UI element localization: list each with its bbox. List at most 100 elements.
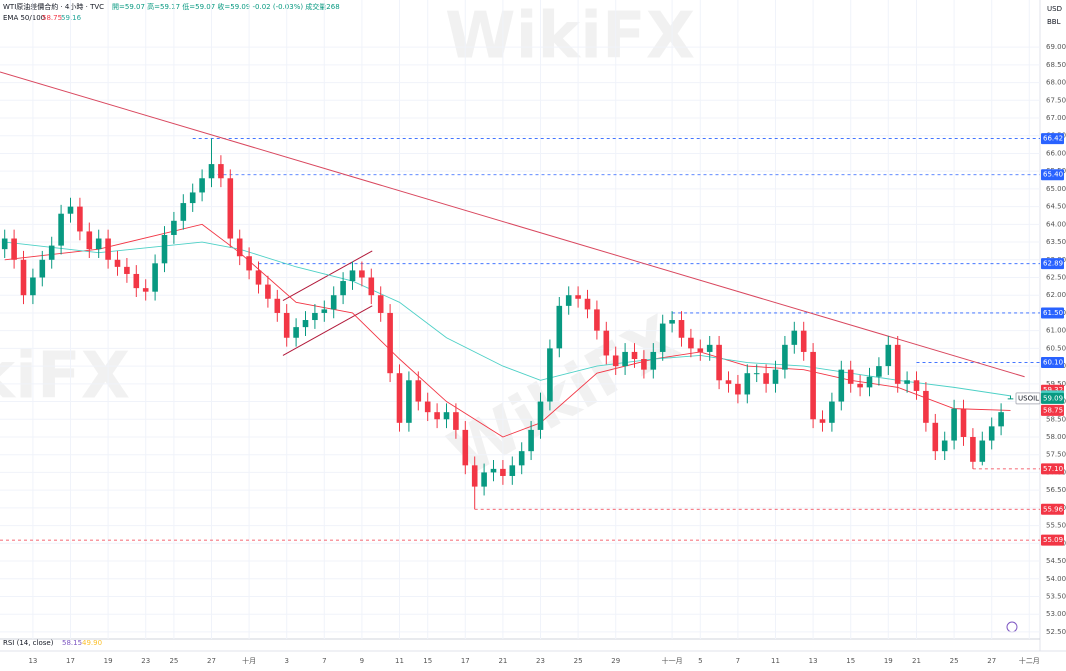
- candle-body: [537, 401, 544, 430]
- ohlc: 開=59.07 高=59.17 低=59.07 收=59.09 -0.02 (-…: [112, 2, 340, 11]
- candle-body: [105, 238, 111, 260]
- y-tick-label: 56.50: [1046, 486, 1066, 494]
- candle-body: [30, 277, 36, 296]
- y-tick-label: 63.50: [1046, 238, 1066, 246]
- candle-body: [979, 440, 986, 462]
- candle-body: [725, 380, 732, 384]
- candle-body: [20, 259, 27, 296]
- x-tick-label: 15: [423, 657, 432, 665]
- candle-body: [283, 312, 290, 338]
- candle-body: [39, 259, 46, 278]
- y-tick-label: 64.00: [1046, 220, 1066, 228]
- candle-body: [876, 366, 882, 377]
- y-tick-label: 54.50: [1046, 557, 1066, 565]
- candle-body: [349, 270, 356, 282]
- candle-body: [142, 288, 149, 292]
- candle-body: [189, 192, 196, 204]
- y-tick-label: 55.50: [1046, 522, 1066, 530]
- rsi-ma-value: 49.90: [82, 639, 102, 647]
- candle-body: [368, 277, 375, 296]
- price-label-bg: [1041, 463, 1064, 475]
- candle-body: [885, 344, 892, 367]
- x-tick-label: 29: [611, 657, 620, 665]
- candle-body: [847, 369, 854, 384]
- candle-body: [970, 436, 976, 462]
- candle-body: [77, 206, 83, 232]
- candle-body: [782, 344, 788, 370]
- x-tick-label: 21: [498, 657, 507, 665]
- x-tick-label: 25: [574, 657, 583, 665]
- x-tick-label: 21: [912, 657, 921, 665]
- y-tick-label: 57.50: [1046, 451, 1066, 459]
- candle-body: [678, 320, 685, 338]
- y-tick-label: 53.50: [1046, 592, 1066, 600]
- candle-body: [246, 256, 252, 271]
- candle-body: [631, 351, 638, 360]
- y-tick-label: 68.00: [1046, 79, 1066, 87]
- candle-body: [330, 295, 337, 310]
- price-label: 57.10: [1043, 465, 1063, 473]
- candle-body: [312, 312, 318, 321]
- candle-body: [481, 472, 487, 487]
- candle-body: [951, 408, 957, 441]
- candle-body: [180, 203, 187, 221]
- y-tick-label: 68.50: [1046, 61, 1066, 69]
- candle-body: [114, 259, 121, 267]
- candle-body: [518, 451, 525, 466]
- candle-body: [340, 281, 346, 296]
- candle-body: [161, 234, 168, 264]
- candle-body: [124, 266, 130, 274]
- price-label: 59.32: [1043, 386, 1063, 394]
- y-tick-label: 62.00: [1046, 291, 1066, 299]
- y-tick-label: 52.50: [1046, 628, 1066, 636]
- candle-body: [171, 220, 177, 235]
- event-icon[interactable]: [1006, 621, 1018, 633]
- watermark: WikiFX: [445, 0, 695, 74]
- price-label-bg: [1041, 307, 1064, 319]
- candle-body: [753, 373, 760, 375]
- y-tick-label: 58.00: [1046, 433, 1066, 441]
- price-label-bg: [1041, 534, 1064, 546]
- trend-line: [282, 250, 373, 301]
- price-label: 55.96: [1043, 505, 1064, 513]
- x-tick-label: 23: [536, 657, 545, 665]
- candle-body: [86, 231, 93, 250]
- price-label: 59.09: [1043, 394, 1063, 402]
- candle-body: [772, 369, 779, 384]
- tag-bg: [1015, 392, 1041, 405]
- candle-body: [669, 320, 675, 324]
- ema100-value: 59.16: [61, 14, 82, 22]
- candle-body: [218, 164, 224, 179]
- candle-body: [359, 270, 365, 278]
- candle-body: [152, 263, 158, 292]
- trend-line: [282, 305, 373, 356]
- ema-label: EMA 50/100: [3, 14, 45, 22]
- x-tick-label: 7: [322, 657, 326, 665]
- candle-body: [48, 245, 55, 260]
- candle-body: [697, 348, 704, 352]
- candle-body: [462, 429, 469, 466]
- y-tick-label: 67.00: [1046, 114, 1066, 122]
- x-tick-label: 十二月: [1019, 656, 1040, 665]
- candle-body: [716, 344, 722, 381]
- candle-body: [612, 355, 619, 367]
- candle-body: [556, 305, 563, 349]
- candle-body: [575, 295, 581, 299]
- candle-body: [923, 390, 929, 423]
- candle-body: [594, 309, 600, 331]
- y-tick-label: 69.00: [1046, 43, 1066, 51]
- candle-body: [490, 468, 497, 473]
- price-label: 58.75: [1043, 406, 1063, 414]
- candle-body: [941, 440, 948, 452]
- candle-body: [528, 429, 534, 452]
- y-tick-label: 62.50: [1046, 274, 1066, 282]
- x-tick-label: 十一月: [662, 656, 683, 665]
- candle-body: [1, 238, 8, 250]
- y-tick-label: 53.00: [1046, 610, 1066, 618]
- price-label-bg: [1041, 357, 1064, 369]
- candle-body: [622, 351, 628, 367]
- y-tick-label: 58.50: [1046, 415, 1066, 423]
- candle-body: [236, 238, 243, 257]
- rsi-label: RSI (14, close): [3, 639, 54, 647]
